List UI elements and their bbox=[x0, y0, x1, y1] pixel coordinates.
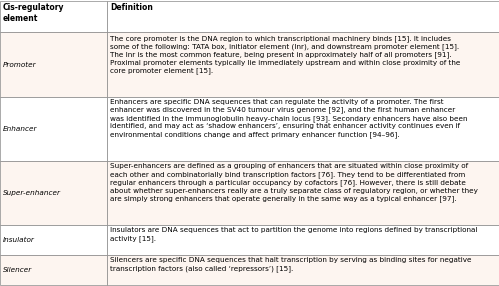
Text: Enhancer: Enhancer bbox=[3, 126, 37, 132]
Text: Silencer: Silencer bbox=[3, 267, 32, 273]
Text: Silencers are specific DNA sequences that halt transcription by serving as bindi: Silencers are specific DNA sequences tha… bbox=[110, 257, 472, 272]
Bar bbox=[0, 1, 107, 33]
Bar bbox=[107, 97, 499, 161]
Bar bbox=[0, 255, 107, 285]
Bar bbox=[0, 225, 107, 255]
Bar bbox=[107, 1, 499, 33]
Bar bbox=[0, 161, 107, 225]
Text: Super-enhancers are defined as a grouping of enhancers that are situated within : Super-enhancers are defined as a groupin… bbox=[110, 163, 478, 202]
Bar bbox=[107, 255, 499, 285]
Bar bbox=[0, 33, 107, 97]
Text: Cis-regulatory
element: Cis-regulatory element bbox=[3, 3, 64, 23]
Text: Definition: Definition bbox=[110, 3, 153, 13]
Text: Promoter: Promoter bbox=[3, 61, 36, 67]
Bar bbox=[0, 97, 107, 161]
Text: Super-enhancer: Super-enhancer bbox=[3, 190, 61, 196]
Text: The core promoter is the DNA region to which transcriptional machinery binds [15: The core promoter is the DNA region to w… bbox=[110, 35, 461, 74]
Text: Insulator: Insulator bbox=[3, 237, 35, 243]
Bar bbox=[107, 161, 499, 225]
Text: Insulators are DNA sequences that act to partition the genome into regions defin: Insulators are DNA sequences that act to… bbox=[110, 227, 478, 242]
Bar bbox=[107, 225, 499, 255]
Bar bbox=[107, 33, 499, 97]
Text: Enhancers are specific DNA sequences that can regulate the activity of a promote: Enhancers are specific DNA sequences tha… bbox=[110, 99, 468, 138]
